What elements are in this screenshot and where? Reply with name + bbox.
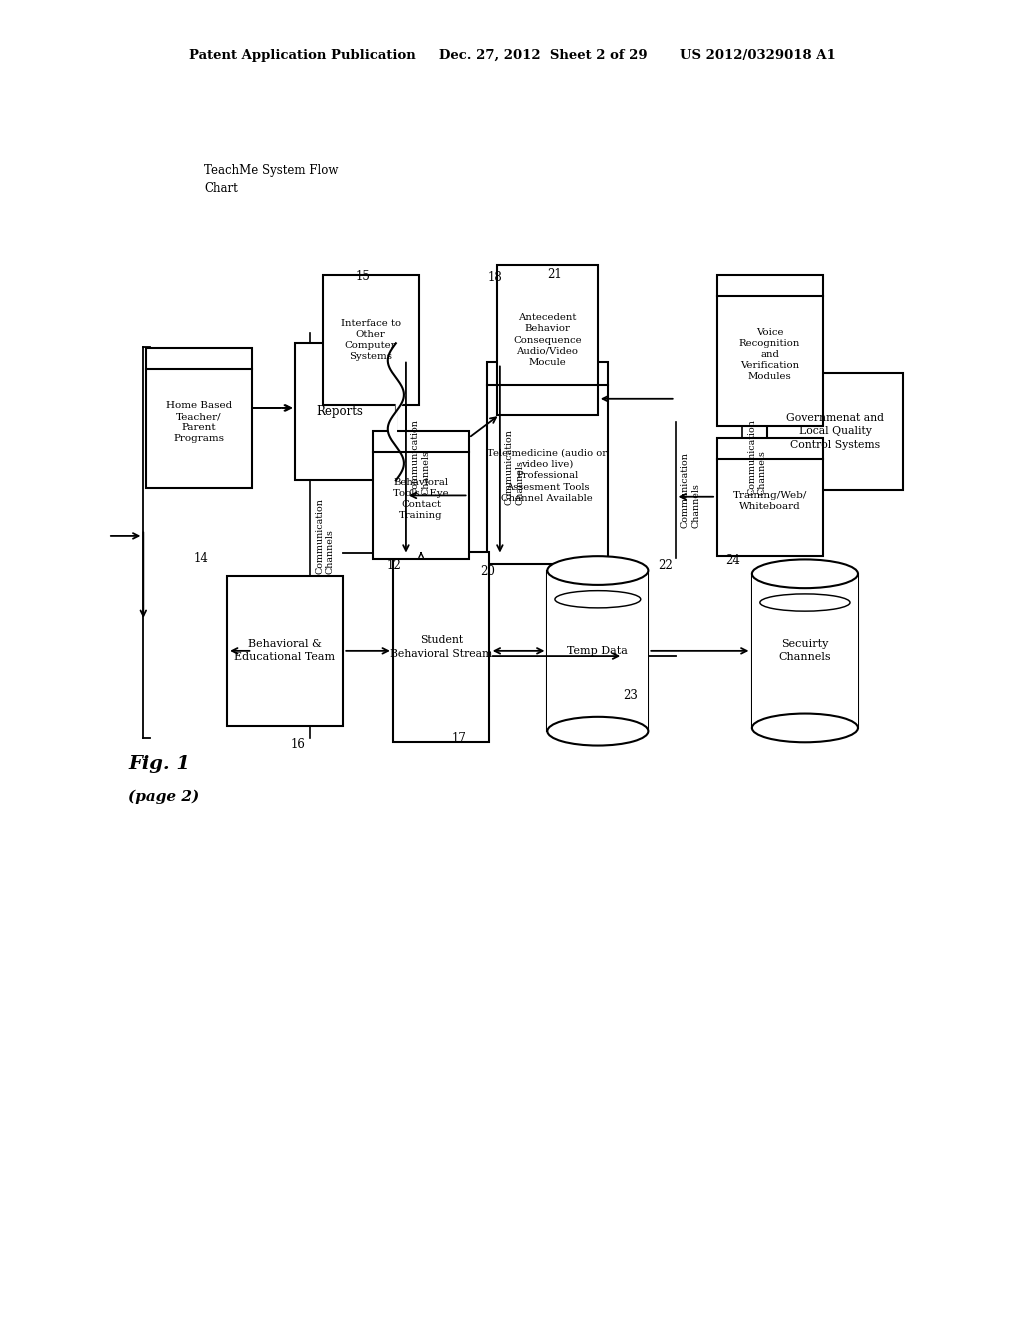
FancyBboxPatch shape [548, 570, 648, 731]
Text: Governmenat and
Local Quality
Control Systems: Governmenat and Local Quality Control Sy… [786, 413, 885, 450]
Text: 14: 14 [195, 552, 209, 565]
Text: Communication
Channels: Communication Channels [505, 429, 524, 504]
Text: 18: 18 [487, 271, 502, 284]
Text: Antecedent
Behavior
Consequence
Audio/Video
Mocule: Antecedent Behavior Consequence Audio/Vi… [513, 313, 582, 367]
Text: Reports: Reports [316, 405, 364, 418]
FancyBboxPatch shape [717, 438, 822, 556]
FancyBboxPatch shape [393, 552, 489, 742]
Text: 20: 20 [480, 565, 496, 578]
FancyBboxPatch shape [767, 372, 903, 490]
FancyBboxPatch shape [226, 576, 343, 726]
Text: Communication
Channels: Communication Channels [411, 420, 430, 495]
Text: 16: 16 [291, 738, 305, 751]
FancyBboxPatch shape [295, 343, 396, 480]
Text: Interface to
Other
Computer
Systems: Interface to Other Computer Systems [341, 319, 400, 362]
Ellipse shape [548, 717, 648, 746]
Ellipse shape [752, 560, 858, 589]
Text: 15: 15 [355, 269, 371, 282]
Text: Voice
Recognition
and
Verification
Modules: Voice Recognition and Verification Modul… [739, 327, 801, 381]
Text: Patent Application Publication     Dec. 27, 2012  Sheet 2 of 29       US 2012/03: Patent Application Publication Dec. 27, … [188, 49, 836, 62]
Text: Tele-medicine (audio or
video live)
Professional
Assesment Tools
Channel Availab: Tele-medicine (audio or video live) Prof… [487, 449, 607, 503]
Text: Behavioral &
Educational Team: Behavioral & Educational Team [234, 639, 335, 663]
FancyBboxPatch shape [497, 265, 598, 414]
Text: 22: 22 [658, 560, 673, 573]
Text: Communication
Channels: Communication Channels [315, 498, 335, 574]
Ellipse shape [752, 714, 858, 742]
Text: 24: 24 [725, 554, 739, 568]
FancyBboxPatch shape [145, 348, 252, 488]
Text: TeachMe System Flow
Chart: TeachMe System Flow Chart [204, 164, 338, 194]
Text: Temp Data: Temp Data [567, 645, 629, 656]
Text: 19: 19 [603, 734, 617, 747]
FancyBboxPatch shape [717, 276, 822, 425]
FancyBboxPatch shape [323, 275, 419, 405]
Text: Secuirty
Channels: Secuirty Channels [778, 639, 831, 663]
Text: Home Based
Teacher/
Parent
Programs: Home Based Teacher/ Parent Programs [166, 401, 232, 444]
Text: Fig. 1: Fig. 1 [128, 755, 190, 774]
FancyBboxPatch shape [373, 432, 469, 560]
Text: 12: 12 [386, 560, 401, 573]
Text: 17: 17 [452, 731, 466, 744]
Ellipse shape [548, 556, 648, 585]
Text: 21: 21 [548, 268, 562, 281]
Text: Communication
Channels: Communication Channels [748, 420, 767, 495]
FancyBboxPatch shape [752, 574, 858, 727]
Text: Communication
Channels: Communication Channels [681, 453, 700, 528]
Text: Behavioral
Tools - Eye
Contact
Training: Behavioral Tools - Eye Contact Training [393, 478, 449, 520]
Text: (page 2): (page 2) [128, 789, 200, 804]
Text: 23: 23 [624, 689, 638, 702]
Text: Student
Behavioral Stream: Student Behavioral Stream [390, 635, 493, 659]
Text: Training/Web/
Whiteboard: Training/Web/ Whiteboard [732, 491, 807, 511]
FancyBboxPatch shape [486, 362, 608, 564]
